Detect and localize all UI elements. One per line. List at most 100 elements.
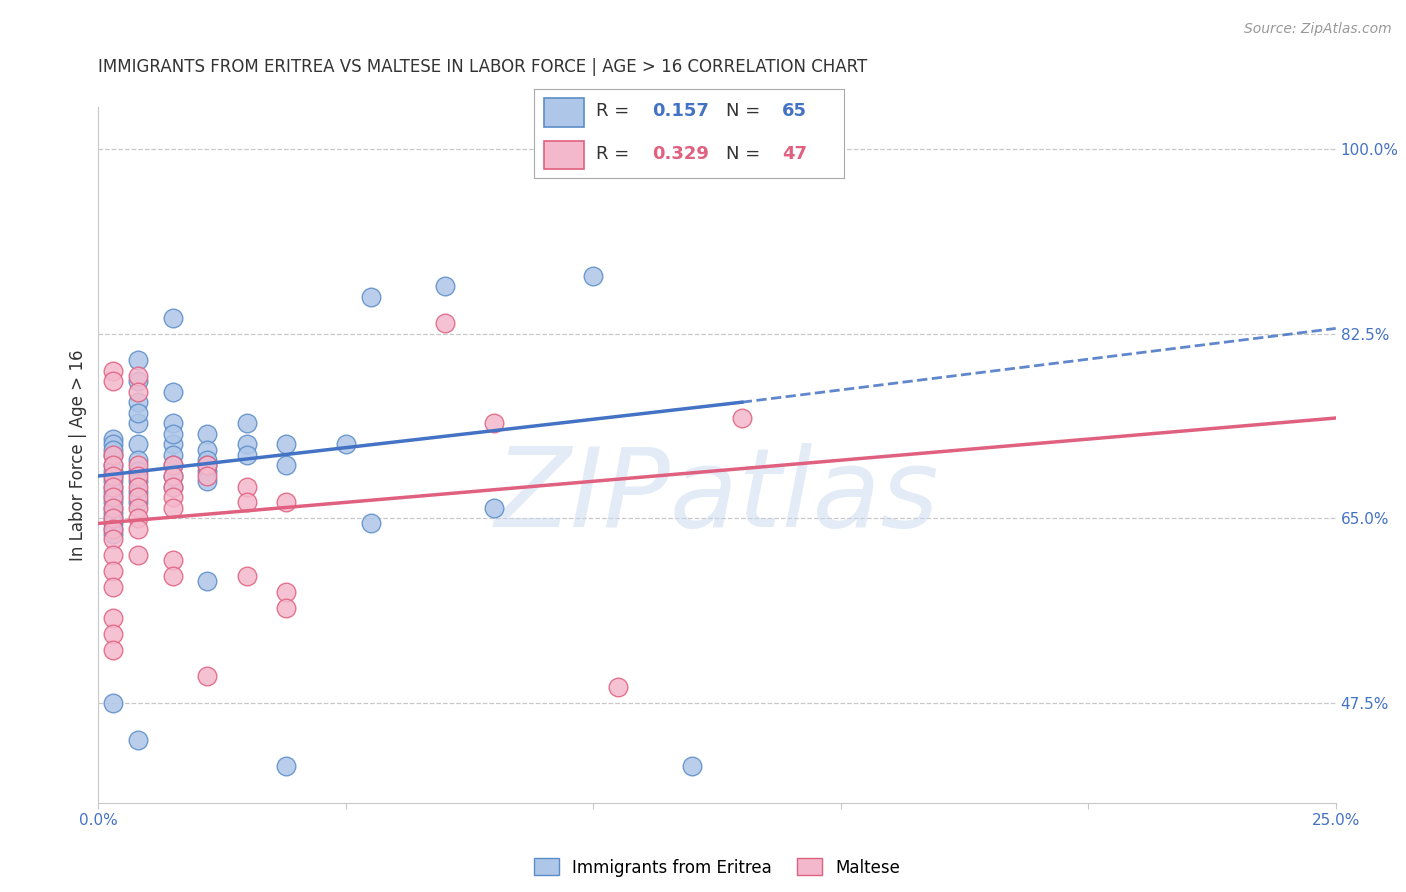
Text: ZIPatlas: ZIPatlas: [495, 443, 939, 550]
Point: [276, 495, 298, 509]
Point: [276, 600, 298, 615]
Point: [162, 500, 184, 515]
Point: [360, 516, 382, 531]
Point: [276, 759, 298, 773]
Point: [103, 437, 125, 451]
Point: [162, 426, 184, 441]
Point: [582, 268, 605, 283]
FancyBboxPatch shape: [544, 141, 583, 169]
Point: [360, 290, 382, 304]
Point: [103, 484, 125, 499]
Point: [484, 500, 506, 515]
Point: [103, 490, 125, 504]
Point: [103, 696, 125, 710]
Point: [335, 437, 357, 451]
Text: 65: 65: [782, 103, 807, 120]
Point: [236, 479, 259, 493]
Point: [103, 511, 125, 525]
Point: [103, 627, 125, 641]
Point: [236, 448, 259, 462]
Point: [162, 458, 184, 473]
Point: [103, 500, 125, 515]
Point: [103, 611, 125, 625]
Point: [127, 437, 149, 451]
Point: [162, 490, 184, 504]
Point: [195, 426, 218, 441]
Point: [195, 453, 218, 467]
Point: [103, 516, 125, 531]
Point: [127, 353, 149, 368]
Point: [162, 469, 184, 483]
Point: [162, 448, 184, 462]
Point: [195, 464, 218, 478]
Point: [731, 411, 754, 425]
Point: [103, 374, 125, 388]
Point: [127, 417, 149, 431]
Point: [276, 585, 298, 599]
Legend: Immigrants from Eritrea, Maltese: Immigrants from Eritrea, Maltese: [526, 850, 908, 885]
Point: [127, 484, 149, 499]
Text: IMMIGRANTS FROM ERITREA VS MALTESE IN LABOR FORCE | AGE > 16 CORRELATION CHART: IMMIGRANTS FROM ERITREA VS MALTESE IN LA…: [98, 58, 868, 76]
Point: [127, 469, 149, 483]
Point: [127, 522, 149, 536]
Point: [103, 580, 125, 594]
Text: 0.329: 0.329: [652, 145, 709, 163]
Point: [127, 406, 149, 420]
Point: [127, 475, 149, 489]
Point: [607, 680, 630, 694]
Point: [127, 479, 149, 493]
Point: [103, 533, 125, 547]
Point: [103, 527, 125, 541]
Point: [127, 464, 149, 478]
Point: [103, 500, 125, 515]
Point: [236, 417, 259, 431]
Y-axis label: In Labor Force | Age > 16: In Labor Force | Age > 16: [69, 349, 87, 561]
Point: [162, 553, 184, 567]
Point: [195, 475, 218, 489]
Point: [433, 316, 456, 330]
Point: [103, 564, 125, 578]
Point: [162, 310, 184, 325]
Point: [103, 479, 125, 493]
Point: [162, 384, 184, 399]
Point: [103, 522, 125, 536]
Text: N =: N =: [725, 145, 766, 163]
Point: [127, 458, 149, 473]
Point: [103, 363, 125, 377]
Point: [162, 479, 184, 493]
Point: [162, 479, 184, 493]
Point: [103, 458, 125, 473]
Point: [127, 374, 149, 388]
Point: [103, 432, 125, 446]
Point: [236, 569, 259, 583]
Point: [103, 511, 125, 525]
Point: [103, 448, 125, 462]
Point: [195, 442, 218, 457]
Point: [484, 417, 506, 431]
Point: [103, 479, 125, 493]
Point: [127, 368, 149, 383]
FancyBboxPatch shape: [544, 98, 583, 127]
Point: [103, 548, 125, 562]
Point: [195, 469, 218, 483]
Point: [276, 458, 298, 473]
Text: 0.157: 0.157: [652, 103, 709, 120]
Point: [195, 574, 218, 589]
Point: [195, 458, 218, 473]
Point: [127, 453, 149, 467]
Point: [681, 759, 703, 773]
Point: [103, 490, 125, 504]
Point: [195, 458, 218, 473]
Point: [127, 495, 149, 509]
Point: [103, 506, 125, 520]
Point: [103, 522, 125, 536]
Point: [127, 384, 149, 399]
Point: [103, 469, 125, 483]
Point: [162, 437, 184, 451]
Text: R =: R =: [596, 103, 636, 120]
Point: [127, 511, 149, 525]
Point: [103, 643, 125, 657]
Point: [103, 442, 125, 457]
Point: [162, 469, 184, 483]
Point: [127, 500, 149, 515]
